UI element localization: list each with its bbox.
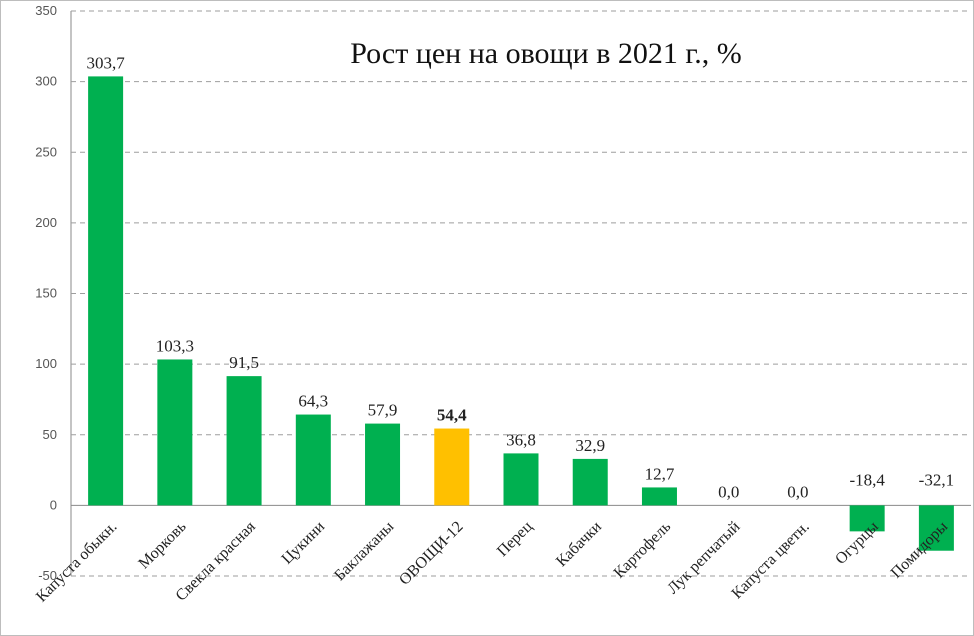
data-label: 12,7 bbox=[645, 464, 675, 483]
data-label: -18,4 bbox=[849, 470, 885, 489]
y-tick-label: 300 bbox=[35, 74, 57, 89]
category-label: Баклажаны bbox=[331, 518, 397, 584]
category-label: Цукини bbox=[279, 518, 329, 568]
category-label: ОВОЩИ-12 bbox=[396, 518, 467, 589]
bar bbox=[641, 487, 677, 506]
chart-title: Рост цен на овощи в 2021 г., % bbox=[350, 37, 742, 70]
data-label: 103,3 bbox=[156, 336, 194, 355]
y-tick-label: 200 bbox=[35, 215, 57, 230]
data-label: 0,0 bbox=[718, 482, 739, 501]
bar bbox=[88, 76, 124, 506]
category-label: Кабачки bbox=[553, 518, 605, 570]
y-tick-label: 350 bbox=[35, 3, 57, 18]
data-label: 32,9 bbox=[575, 436, 605, 455]
data-label: 0,0 bbox=[787, 482, 808, 501]
bar bbox=[434, 428, 470, 506]
bar bbox=[849, 505, 885, 532]
y-tick-label: 250 bbox=[35, 144, 57, 159]
bars-layer bbox=[88, 76, 954, 551]
bar bbox=[295, 414, 331, 506]
bar bbox=[157, 359, 193, 506]
data-label: 303,7 bbox=[86, 53, 125, 72]
data-label: 64,3 bbox=[298, 392, 328, 411]
labels-layer: -50 0 50 100 150 200 250 300 350 303,7 Капуста обы… bbox=[33, 3, 954, 606]
data-label: -32,1 bbox=[919, 470, 954, 489]
y-tick-label: 150 bbox=[35, 286, 57, 301]
bar bbox=[572, 458, 608, 506]
y-tick-label: 50 bbox=[43, 427, 57, 442]
category-label: Морковь bbox=[135, 518, 189, 572]
bar bbox=[365, 423, 401, 506]
category-label: Лук репчатый bbox=[664, 518, 743, 597]
y-tick-label: -50 bbox=[38, 568, 57, 583]
data-label: 91,5 bbox=[229, 353, 259, 372]
y-tick-label: 100 bbox=[35, 356, 57, 371]
y-tick-label: 0 bbox=[50, 497, 57, 512]
grid-layer bbox=[70, 10, 971, 577]
category-label: Картофель bbox=[611, 518, 675, 582]
data-label: 57,9 bbox=[368, 401, 398, 420]
data-label: 54,4 bbox=[437, 406, 467, 425]
bar bbox=[918, 505, 954, 551]
bar bbox=[503, 453, 539, 506]
category-label: Капуста обыкн. bbox=[33, 518, 120, 605]
category-label: Перец bbox=[494, 518, 536, 560]
bar bbox=[226, 376, 262, 506]
data-label: 36,8 bbox=[506, 430, 536, 449]
